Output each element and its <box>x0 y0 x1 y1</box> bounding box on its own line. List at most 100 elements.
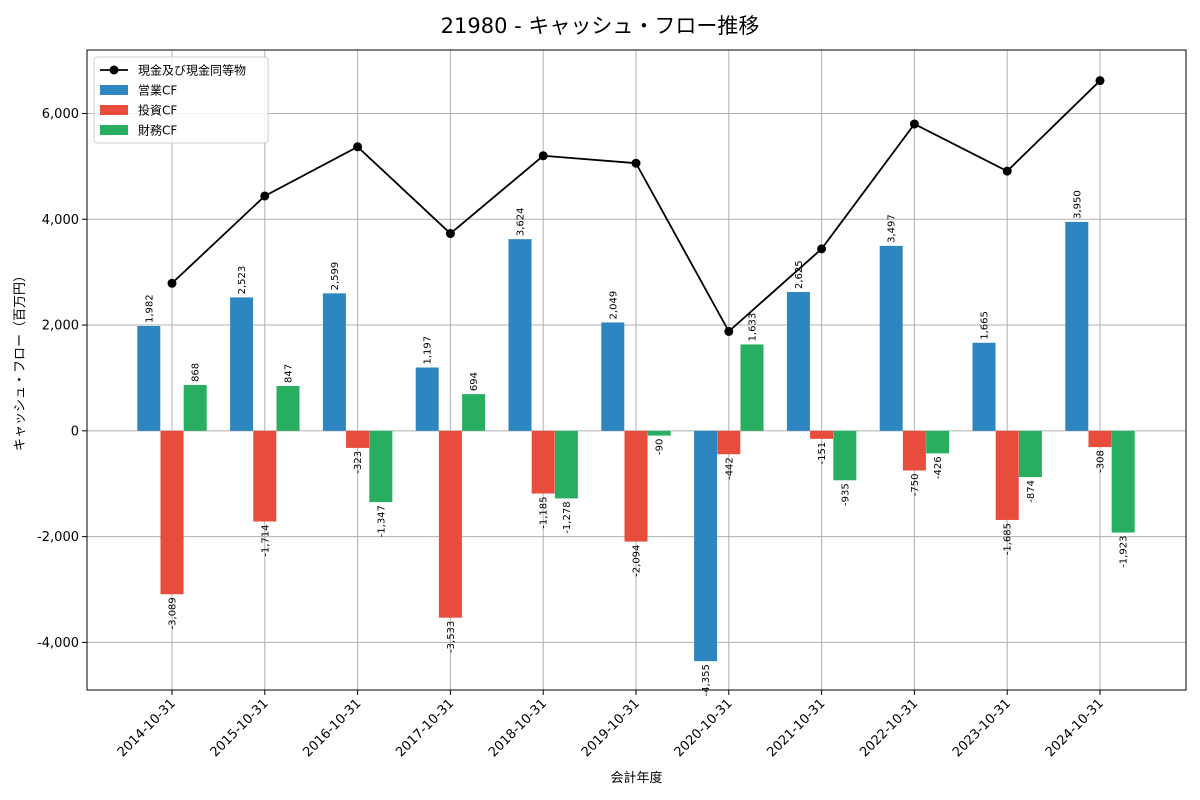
data-label: -3,533 <box>446 621 457 653</box>
bar <box>694 430 718 662</box>
legend-bar-swatch <box>100 125 128 135</box>
data-label: -1,685 <box>1003 523 1014 555</box>
bar <box>554 430 578 499</box>
bar <box>1111 430 1135 533</box>
legend-marker <box>109 65 119 75</box>
legend-bar-swatch <box>100 105 128 115</box>
x-axis-label: 会計年度 <box>610 770 662 786</box>
bar <box>972 342 996 431</box>
data-label: -323 <box>353 451 364 474</box>
bar <box>786 291 810 431</box>
data-label: -1,185 <box>539 497 550 529</box>
data-label: 2,599 <box>330 262 341 291</box>
x-tick-label: 2017-10-31 <box>393 696 457 760</box>
bar <box>346 430 370 448</box>
data-label: 1,665 <box>980 311 991 340</box>
bar <box>415 367 439 431</box>
bar <box>879 245 903 431</box>
cash-point <box>1002 166 1012 176</box>
x-tick-label: 2020-10-31 <box>672 696 736 760</box>
bar <box>369 430 393 503</box>
bars-layer <box>137 221 1135 662</box>
chart-title: 21980 - キャッシュ・フロー推移 <box>441 14 760 38</box>
x-tick-label: 2018-10-31 <box>486 696 550 760</box>
data-label: 1,197 <box>423 336 434 365</box>
bar <box>810 430 834 439</box>
x-tick-label: 2015-10-31 <box>208 696 272 760</box>
cash-point <box>631 158 641 168</box>
legend-bar-swatch <box>100 85 128 95</box>
y-tick-label: -4,000 <box>37 636 79 651</box>
data-labels-layer: 1,982 2,523 2,599 1,197 3,624 2,049 -4,355 2,62… <box>144 190 1129 696</box>
bar <box>137 325 161 431</box>
bar <box>926 430 950 454</box>
cash-point <box>817 244 827 254</box>
y-tick-label: 0 <box>71 424 79 439</box>
bar <box>647 430 671 436</box>
cash-point <box>260 191 270 201</box>
bar <box>995 430 1019 520</box>
bar <box>183 384 207 431</box>
x-tick-label: 2023-10-31 <box>950 696 1014 760</box>
y-tick-label: 2,000 <box>42 319 79 334</box>
data-label: -935 <box>840 483 851 506</box>
data-label: -90 <box>655 439 666 455</box>
data-label: 2,049 <box>608 291 619 320</box>
y-tick-label: 6,000 <box>42 107 79 122</box>
bar <box>508 239 532 431</box>
data-label: -1,278 <box>562 501 573 533</box>
data-label: -308 <box>1096 450 1107 473</box>
data-label: -151 <box>817 442 828 465</box>
bar <box>462 394 486 431</box>
cash-point <box>167 278 177 288</box>
cash-point <box>1095 76 1105 86</box>
bar <box>717 430 741 455</box>
bar <box>322 293 346 431</box>
legend-label: 投資CF <box>138 103 177 118</box>
cash-point <box>353 142 363 152</box>
bar <box>531 430 555 494</box>
bar <box>276 386 300 431</box>
data-label: -3,089 <box>168 597 179 629</box>
data-label: 3,950 <box>1072 190 1083 219</box>
bar <box>902 430 926 471</box>
y-axis-label: キャッシュ・フロー（百万円） <box>13 269 28 451</box>
bar <box>740 344 764 431</box>
data-label: -1,714 <box>260 524 271 556</box>
data-label: 3,624 <box>516 208 527 237</box>
data-label: -874 <box>1026 480 1037 503</box>
y-tick-label: -2,000 <box>37 530 79 545</box>
legend-box <box>93 56 269 144</box>
legend-label: 営業CF <box>138 84 177 98</box>
data-label: -750 <box>910 473 921 496</box>
x-tick-label: 2014-10-31 <box>115 696 179 760</box>
bar <box>1088 430 1112 448</box>
legend-label: 現金及び現金同等物 <box>138 63 246 78</box>
data-label: 1,633 <box>748 313 759 342</box>
bar <box>438 430 462 618</box>
bar <box>1018 430 1042 478</box>
line-layer <box>167 76 1105 336</box>
bar <box>1065 221 1089 431</box>
data-label: 847 <box>284 364 295 383</box>
x-tick-label: 2019-10-31 <box>579 696 643 760</box>
x-tick-label: 2022-10-31 <box>857 696 921 760</box>
bar <box>160 430 184 595</box>
data-label: 3,497 <box>887 214 898 243</box>
data-label: 2,625 <box>794 260 805 289</box>
data-label: -426 <box>933 456 944 479</box>
x-tick-label: 2024-10-31 <box>1043 696 1107 760</box>
bar <box>833 430 857 481</box>
data-label: -2,094 <box>632 545 643 577</box>
data-label: -1,347 <box>376 505 387 537</box>
bar <box>624 430 648 542</box>
x-axis-ticks: 2014-10-31 2015-10-31 2016-10-31 2017-10-31… <box>115 690 1107 760</box>
x-tick-label: 2016-10-31 <box>300 696 364 760</box>
data-label: -1,923 <box>1119 536 1130 568</box>
data-label: -4,355 <box>701 664 712 696</box>
bar <box>253 430 277 522</box>
data-label: 694 <box>469 372 480 391</box>
y-axis-ticks: -4,000 -2,000 0 2,000 4,000 6,000 <box>37 107 87 651</box>
